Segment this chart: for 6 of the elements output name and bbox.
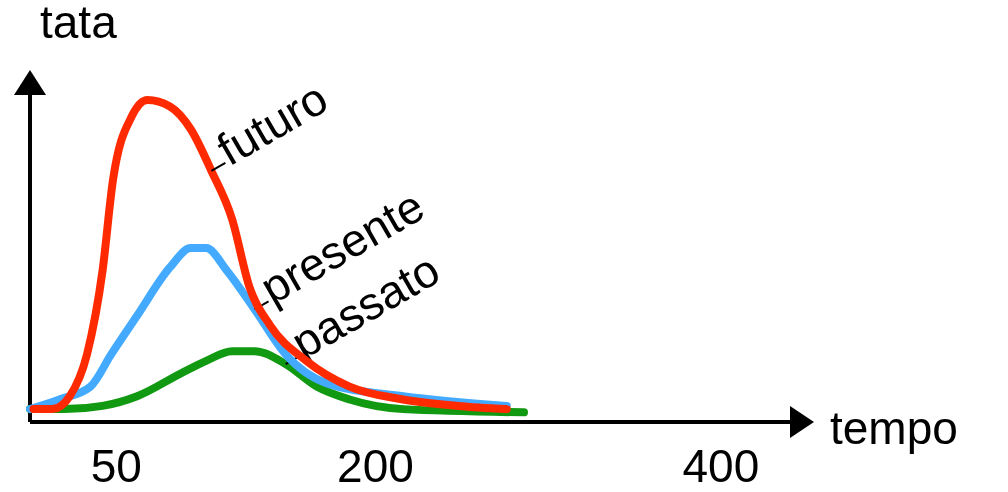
x-tick-label: 400 (682, 440, 760, 492)
x-axis-title: tempo (830, 402, 958, 454)
y-axis-title: tata (40, 0, 118, 48)
x-tick-label: 200 (337, 440, 414, 492)
x-tick-label: 50 (90, 440, 142, 492)
text: futuro (208, 71, 337, 176)
